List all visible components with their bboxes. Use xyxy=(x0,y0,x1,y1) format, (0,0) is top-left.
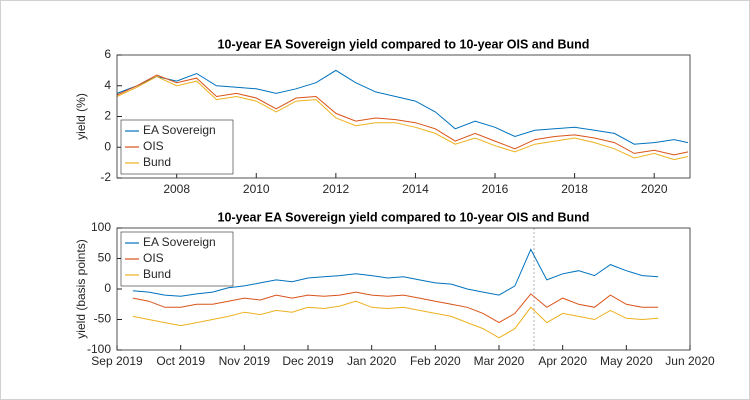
legend-label: OIS xyxy=(143,139,164,153)
x-tick-label: 2018 xyxy=(561,182,588,196)
y-axis-label: yield (basis points) xyxy=(74,239,88,338)
x-tick-label: Feb 2020 xyxy=(410,354,461,368)
series-line xyxy=(116,69,689,145)
x-tick-label: Sep 2019 xyxy=(91,354,143,368)
y-tick-label: 100 xyxy=(91,220,111,234)
series-line xyxy=(116,75,689,161)
legend-label: Bund xyxy=(143,155,171,169)
y-tick-label: 50 xyxy=(98,251,112,265)
x-tick-label: Jun 2020 xyxy=(665,354,715,368)
legend-label: EA Sovereign xyxy=(143,235,216,249)
x-tick-label: 2008 xyxy=(163,182,190,196)
legend-label: EA Sovereign xyxy=(143,123,216,137)
x-tick-label: 2016 xyxy=(482,182,509,196)
series-line xyxy=(116,74,689,156)
legend-label: OIS xyxy=(143,251,164,265)
x-tick-label: Jan 2020 xyxy=(347,354,397,368)
y-tick-label: -2 xyxy=(100,170,111,184)
y-tick-label: -50 xyxy=(94,312,112,326)
x-tick-label: Oct 2019 xyxy=(156,354,205,368)
y-axis-label: yield (%) xyxy=(74,93,88,140)
series-line xyxy=(132,248,659,297)
y-tick-label: 0 xyxy=(104,281,111,295)
y-tick-label: 6 xyxy=(104,47,111,61)
y-tick-label: -100 xyxy=(87,342,111,356)
x-tick-label: Dec 2019 xyxy=(282,354,334,368)
axes-box xyxy=(116,54,691,179)
legend-label: Bund xyxy=(143,267,171,281)
x-tick-label: May 2020 xyxy=(600,354,653,368)
chart-title: 10-year EA Sovereign yield compared to 1… xyxy=(218,210,590,224)
x-tick-label: 2014 xyxy=(402,182,429,196)
y-tick-label: 4 xyxy=(104,78,111,92)
series-line xyxy=(132,300,659,339)
x-tick-label: 2020 xyxy=(641,182,668,196)
legend-box xyxy=(120,231,234,287)
x-tick-label: 2012 xyxy=(323,182,350,196)
y-tick-label: 2 xyxy=(104,109,111,123)
x-tick-label: 2010 xyxy=(243,182,270,196)
x-tick-label: Mar 2020 xyxy=(474,354,525,368)
y-tick-label: 0 xyxy=(104,139,111,153)
x-tick-label: Nov 2019 xyxy=(219,354,271,368)
series-line xyxy=(132,291,659,324)
chart-title: 10-year EA Sovereign yield compared to 1… xyxy=(218,37,590,51)
legend-box xyxy=(120,119,234,175)
x-tick-label: Apr 2020 xyxy=(538,354,587,368)
axes-box xyxy=(116,227,691,351)
